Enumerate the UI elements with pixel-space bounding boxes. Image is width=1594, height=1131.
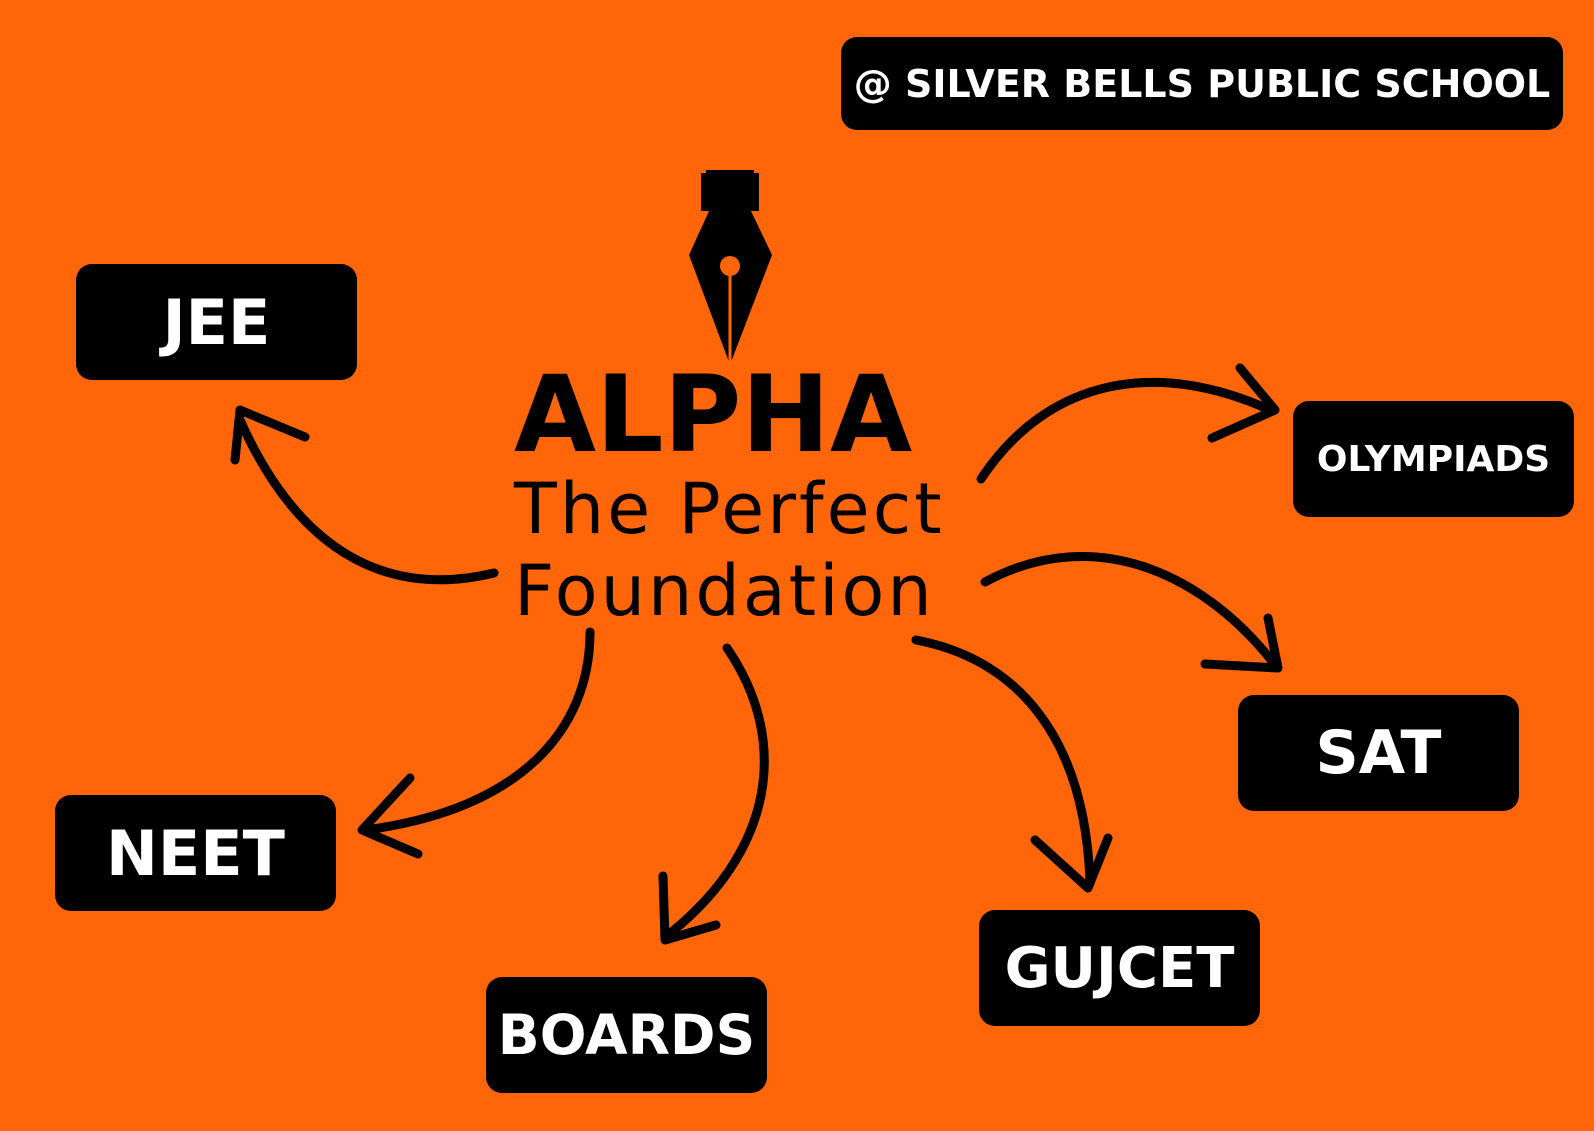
arrow-to-gujcet — [911, 635, 1095, 887]
node-neet-label: NEET — [106, 816, 285, 890]
node-sat: SAT — [1238, 695, 1519, 811]
center-title-block: ALPHA The Perfect Foundation — [514, 353, 945, 633]
arrow-to-sat — [980, 552, 1280, 670]
node-sat-label: SAT — [1315, 718, 1442, 788]
arrow-head-jee — [230, 405, 310, 465]
node-boards-label: BOARDS — [497, 1003, 756, 1067]
node-gujcet-label: GUJCET — [1004, 935, 1235, 1001]
arrow-to-boards — [663, 643, 769, 940]
school-label: @ SILVER BELLS PUBLIC SCHOOL — [853, 61, 1551, 106]
school-badge: @ SILVER BELLS PUBLIC SCHOOL — [841, 37, 1563, 130]
tagline-line-1: The Perfect — [514, 468, 945, 550]
node-olympiads: OLYMPIADS — [1293, 401, 1574, 517]
arrow-head-neet — [357, 773, 423, 859]
node-neet: NEET — [55, 795, 336, 911]
arrow-to-jee — [235, 415, 499, 585]
arrow-to-neet — [360, 627, 595, 835]
node-boards: BOARDS — [486, 977, 767, 1093]
node-jee: JEE — [76, 264, 357, 380]
fountain-pen-nib-icon — [689, 170, 772, 362]
node-gujcet: GUJCET — [979, 910, 1260, 1026]
node-jee-label: JEE — [162, 285, 271, 359]
arrow-head-boards — [658, 871, 721, 945]
arrow-head-gujcet — [1030, 833, 1113, 893]
arrow-head-sat — [1200, 613, 1283, 673]
arrow-head-olympiads — [1207, 363, 1280, 443]
tagline-line-2: Foundation — [514, 550, 935, 632]
arrow-to-olympiads — [976, 377, 1275, 484]
main-title: ALPHA — [514, 353, 913, 476]
node-olympiads-label: OLYMPIADS — [1316, 438, 1551, 480]
